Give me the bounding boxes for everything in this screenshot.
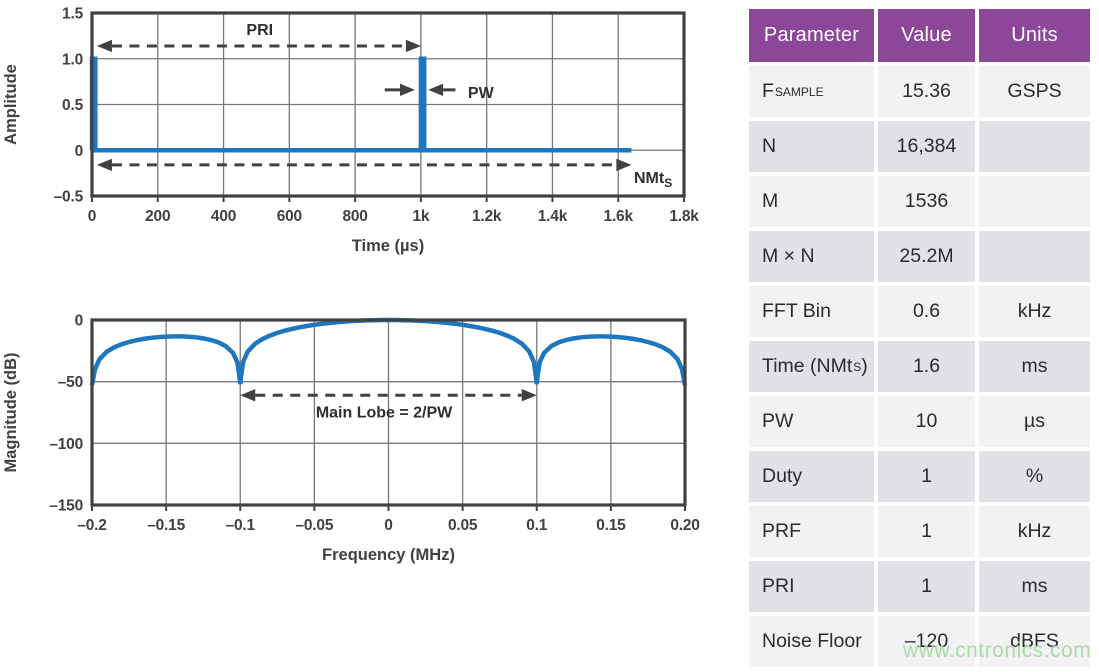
parameter-cell: M × N: [749, 231, 874, 282]
svg-text:Main Lobe = 2/PW: Main Lobe = 2/PW: [316, 404, 453, 421]
table-row: Duty 1%: [749, 451, 1090, 502]
parameter-cell: Noise Floor: [749, 616, 874, 667]
svg-text:NMtS: NMtS: [634, 170, 672, 190]
parameter-cell: PRF: [749, 506, 874, 557]
units-cell: [979, 176, 1090, 227]
svg-text:Time (µs): Time (µs): [352, 237, 424, 255]
svg-text:200: 200: [145, 208, 170, 225]
parameter-cell: N: [749, 121, 874, 172]
parameter-cell: M: [749, 176, 874, 227]
frequency-domain-chart: –0.2 –0.15 –0.1 –0.05 0 0.05 0.1 0.15 0.20 0 –50 –1…: [2, 313, 700, 565]
units-cell: kHz: [979, 506, 1090, 557]
table-row: M × N 25.2M: [749, 231, 1090, 282]
table-row: PW 10 µs: [749, 396, 1090, 447]
svg-text:600: 600: [277, 208, 302, 225]
svg-text:0.05: 0.05: [448, 517, 478, 534]
table-row: PRF 1 kHz: [749, 506, 1090, 557]
svg-text:0: 0: [75, 313, 83, 330]
units-cell: ms: [979, 341, 1090, 392]
svg-text:–100: –100: [49, 436, 83, 453]
parameter-cell: F SAMPLE: [749, 66, 874, 117]
parameter-table: Parameter Value Units F SAMPLE 15.36 GSPS N 1…: [749, 9, 1090, 667]
svg-text:–0.1: –0.1: [226, 517, 256, 534]
units-cell: [979, 121, 1090, 172]
svg-text:–0.15: –0.15: [147, 517, 185, 534]
svg-text:1.0: 1.0: [62, 51, 83, 68]
svg-text:0: 0: [88, 208, 96, 225]
units-cell: µs: [979, 396, 1090, 447]
svg-text:400: 400: [211, 208, 236, 225]
value-cell: 1: [878, 561, 975, 612]
parameter-cell: PRI: [749, 561, 874, 612]
parameter-cell: Time (NMt S): [749, 341, 874, 392]
svg-text:0: 0: [384, 517, 392, 534]
value-cell: 1536: [878, 176, 975, 227]
svg-text:–0.05: –0.05: [295, 517, 333, 534]
svg-text:1.4k: 1.4k: [538, 208, 568, 225]
svg-text:Frequency (MHz): Frequency (MHz): [322, 546, 455, 564]
svg-text:1.8k: 1.8k: [669, 208, 699, 225]
units-cell: GSPS: [979, 66, 1090, 117]
header-units: Units: [979, 9, 1090, 62]
header-parameter: Parameter: [749, 9, 874, 62]
parameter-cell: Duty: [749, 451, 874, 502]
value-cell: 25.2M: [878, 231, 975, 282]
value-cell: –120: [878, 616, 975, 667]
svg-text:–0.2: –0.2: [77, 517, 106, 534]
time-domain-chart: 0 200 400 600 800 1k 1.2k 1.4k 1.6k 1.8k–0.500.51…: [2, 6, 699, 256]
units-cell: %: [979, 451, 1090, 502]
units-cell: [979, 231, 1090, 282]
table-row: M 1536: [749, 176, 1090, 227]
units-cell: dBFS: [979, 616, 1090, 667]
value-cell: 15.36: [878, 66, 975, 117]
table-row: Noise Floor –120 dBFS: [749, 616, 1090, 667]
value-cell: 1.6: [878, 341, 975, 392]
svg-text:–50: –50: [58, 374, 83, 391]
svg-text:800: 800: [342, 208, 367, 225]
units-cell: ms: [979, 561, 1090, 612]
svg-text:0.1: 0.1: [526, 517, 548, 534]
svg-text:1k: 1k: [412, 208, 429, 225]
svg-text:1.6k: 1.6k: [604, 208, 634, 225]
table-row: PRI 1 ms: [749, 561, 1090, 612]
svg-text:Magnitude (dB): Magnitude (dB): [2, 352, 20, 472]
value-cell: 1: [878, 451, 975, 502]
value-cell: 16,384: [878, 121, 975, 172]
svg-text:1.2k: 1.2k: [472, 208, 502, 225]
table-row: Time (NMt S) 1.6 ms: [749, 341, 1090, 392]
svg-text:PRI: PRI: [246, 22, 273, 39]
table-header-row: Parameter Value Units: [749, 9, 1090, 62]
svg-text:0.5: 0.5: [62, 97, 84, 114]
svg-text:PW: PW: [468, 85, 495, 102]
svg-text:–150: –150: [49, 498, 83, 515]
svg-text:1.5: 1.5: [62, 6, 84, 23]
svg-text:0.15: 0.15: [596, 517, 626, 534]
parameter-table-rows: F SAMPLE 15.36 GSPS N 16,384 M 1536 M × N 25.2M FF…: [749, 66, 1090, 667]
table-row: N 16,384: [749, 121, 1090, 172]
units-cell: kHz: [979, 286, 1090, 337]
parameter-cell: FFT Bin: [749, 286, 874, 337]
svg-text:–0.5: –0.5: [54, 189, 84, 206]
value-cell: 1: [878, 506, 975, 557]
svg-text:Amplitude: Amplitude: [2, 64, 20, 145]
value-cell: 10: [878, 396, 975, 447]
value-cell: 0.6: [878, 286, 975, 337]
table-row: F SAMPLE 15.36 GSPS: [749, 66, 1090, 117]
header-value: Value: [878, 9, 975, 62]
svg-text:0: 0: [75, 143, 83, 160]
parameter-cell: PW: [749, 396, 874, 447]
table-row: FFT Bin 0.6 kHz: [749, 286, 1090, 337]
svg-text:0.20: 0.20: [670, 517, 699, 534]
watermark: www.cntronics.com: [903, 639, 1092, 662]
